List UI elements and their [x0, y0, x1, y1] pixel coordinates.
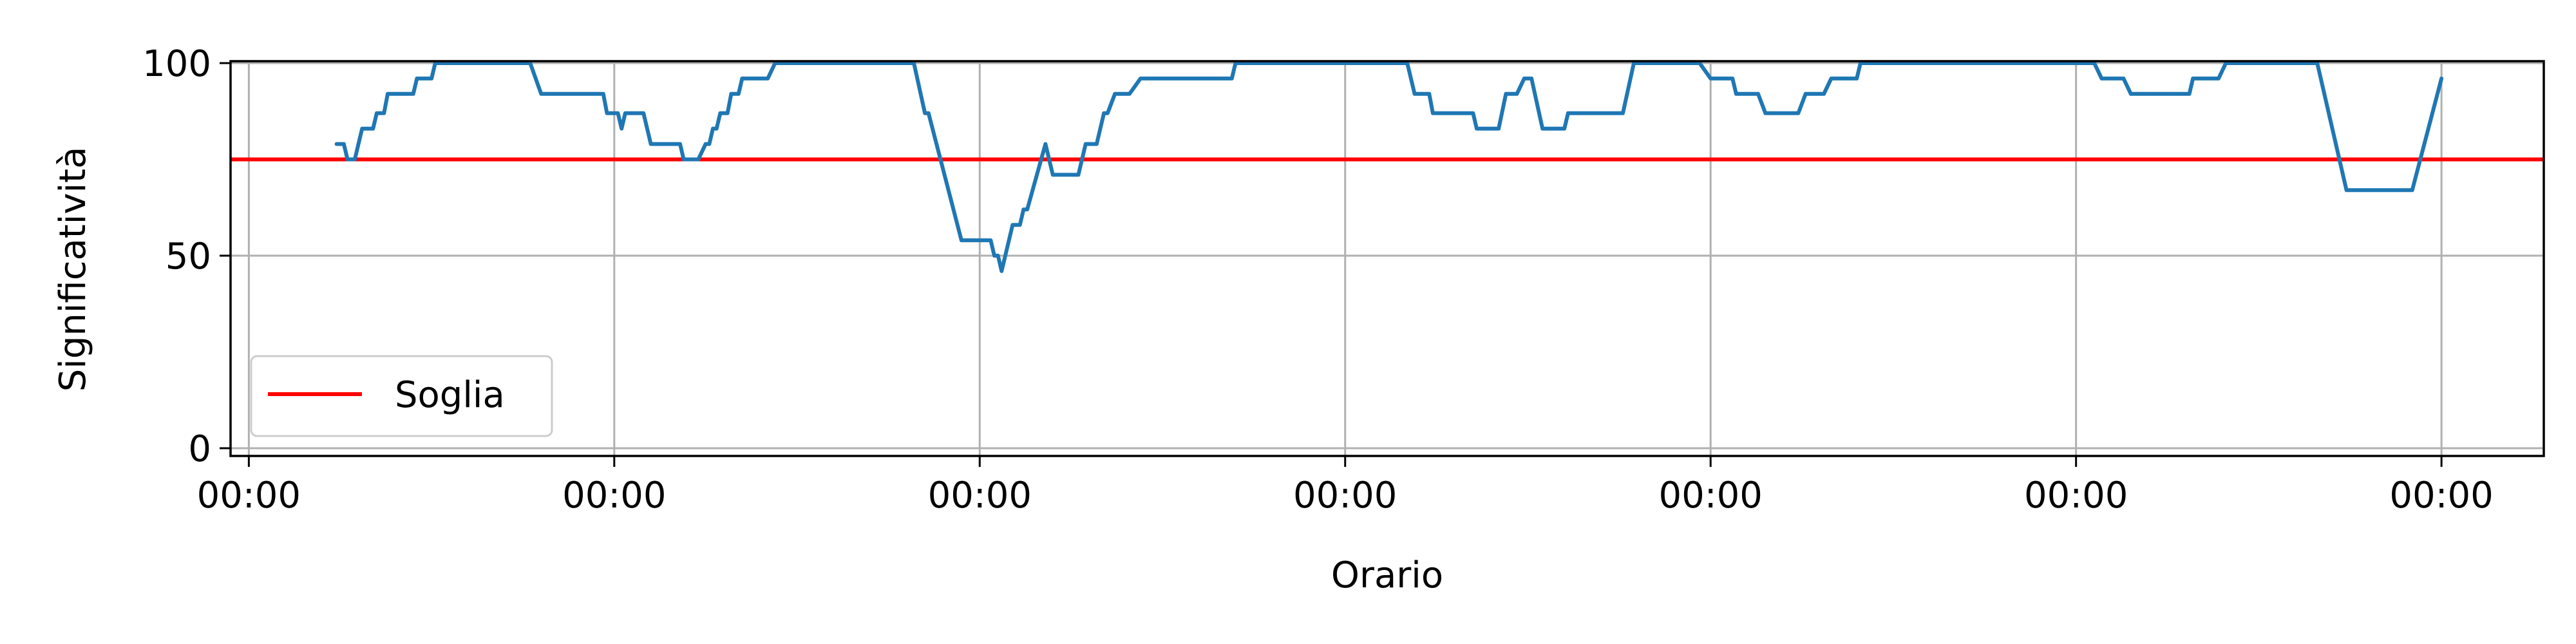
series-point: [1231, 78, 1232, 79]
y-axis-ticks: 0 50 100: [142, 43, 231, 470]
x-tick-label: 00:00: [1659, 475, 1763, 516]
series-point: [373, 128, 374, 129]
series-point: [1542, 128, 1543, 129]
series-point: [2189, 93, 2190, 94]
series-point: [731, 93, 732, 94]
series-point: [1027, 209, 1028, 210]
series-line-0: [334, 61, 2444, 273]
series-layer: [334, 61, 2444, 273]
plot-area-background: [231, 61, 2544, 456]
series-point: [362, 128, 363, 129]
series-point: [1564, 128, 1565, 129]
series-point: [738, 93, 739, 94]
series-point: [1235, 63, 1236, 64]
series-point: [1414, 93, 1415, 94]
plot-frame: [229, 60, 2545, 457]
x-tick-label: 00:00: [2024, 475, 2128, 516]
series-point: [1732, 78, 1733, 79]
series-point: [698, 159, 699, 160]
y-tick-label: 50: [166, 236, 211, 278]
series-point: [713, 128, 714, 129]
series-point: [621, 128, 622, 129]
series-point: [1710, 78, 1711, 79]
x-axis-ticks: 00:00 00:00 00:00 00:00 00:00 00:00 00:00: [197, 456, 2494, 516]
series-point: [1831, 78, 1832, 79]
series-point: [716, 128, 717, 129]
x-tick-label: 00:00: [197, 475, 301, 516]
series-point: [2130, 93, 2131, 94]
series-point: [990, 240, 991, 241]
series-point: [2346, 190, 2347, 191]
legend-label-soglia: Soglia: [395, 374, 505, 416]
series-point: [2094, 63, 2095, 64]
series-point: [2441, 78, 2442, 79]
series-point: [347, 159, 348, 160]
series-point: [1129, 93, 1130, 94]
series-point: [431, 78, 432, 79]
y-tick-label: 0: [188, 428, 211, 470]
series-point: [1023, 209, 1024, 210]
series-point: [1531, 78, 1532, 79]
x-tick-label: 00:00: [928, 475, 1032, 516]
series-point: [2101, 78, 2102, 79]
series-point: [742, 78, 743, 79]
y-tick-label: 100: [142, 43, 211, 85]
series-point: [683, 159, 684, 160]
x-tick-label: 00:00: [2389, 475, 2493, 516]
series-point: [2317, 63, 2318, 64]
x-tick-label: 00:00: [562, 475, 666, 516]
series-point: [2123, 78, 2124, 79]
series-point: [1758, 93, 1759, 94]
series-point: [1407, 63, 1408, 64]
legend-box: [250, 355, 553, 437]
series-point: [1805, 93, 1806, 94]
legend: Soglia: [250, 355, 553, 437]
x-tick-label: 00:00: [1293, 475, 1397, 516]
x-axis-label: Orario: [1331, 554, 1443, 596]
series-point: [1429, 93, 1430, 94]
series-point: [1001, 270, 1002, 271]
y-axis-label: Significatività: [52, 147, 94, 392]
series-point: [541, 93, 542, 94]
series-point: [1860, 63, 1861, 64]
series-point: [530, 63, 531, 64]
series-point: [354, 159, 355, 160]
